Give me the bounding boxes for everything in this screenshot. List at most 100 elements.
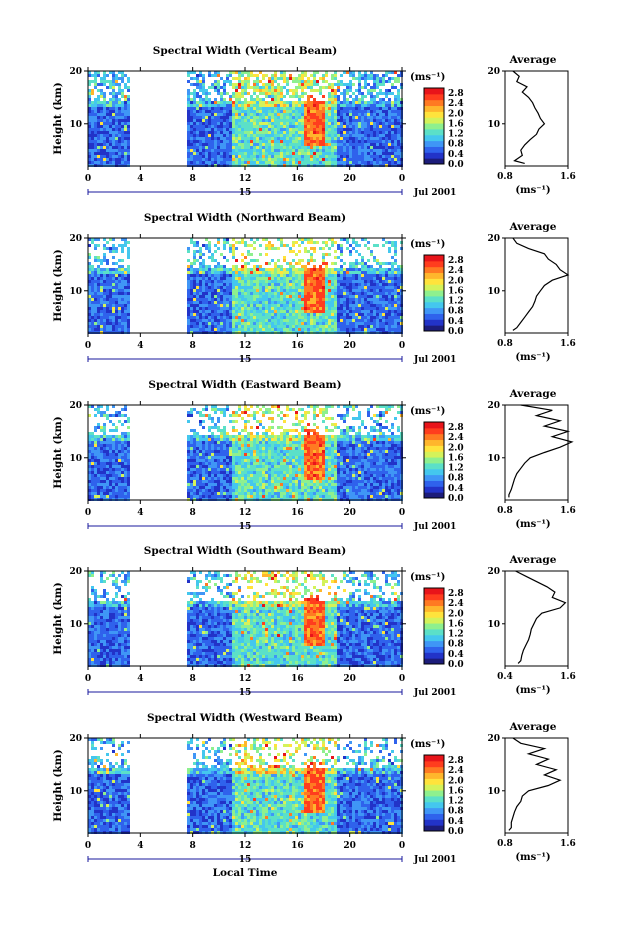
heatmap-cell [202, 265, 205, 268]
heatmap-cell [382, 116, 385, 119]
heatmap-cell [361, 92, 364, 95]
heatmap-cell [94, 468, 97, 471]
heatmap-cell [226, 313, 229, 316]
heatmap-cell [361, 155, 364, 158]
heatmap-cell [352, 140, 355, 143]
heatmap-cell [202, 307, 205, 310]
heatmap-cell [271, 283, 274, 286]
heatmap-cell [97, 483, 100, 486]
x-tick-label: 0 [85, 341, 91, 351]
heatmap-cell [238, 274, 241, 277]
heatmap-cell [280, 110, 283, 113]
heatmap-cell [304, 238, 307, 241]
heatmap-cell [106, 441, 109, 444]
heatmap-cell [385, 146, 388, 149]
heatmap-cell [316, 71, 319, 74]
heatmap-cell [313, 77, 316, 80]
heatmap-cell [352, 119, 355, 122]
heatmap-cell [97, 310, 100, 313]
heatmap-cell [334, 149, 337, 152]
heatmap-cell [127, 247, 130, 250]
colorbar-tick-label: 2.0 [448, 276, 464, 286]
heatmap-cell [340, 238, 343, 241]
heatmap-cell [91, 80, 94, 83]
heatmap-cell [295, 95, 298, 98]
heatmap-cell [220, 298, 223, 301]
heatmap-cell [259, 137, 262, 140]
heatmap-cell [385, 316, 388, 319]
heatmap-cell [328, 116, 331, 119]
heatmap-cell [325, 119, 328, 122]
heatmap-cell [214, 322, 217, 325]
heatmap-cell [190, 319, 193, 322]
heatmap-cell [355, 265, 358, 268]
heatmap-cell [289, 271, 292, 274]
heatmap-cell [250, 259, 253, 262]
heatmap-cell [214, 128, 217, 131]
heatmap-cell [334, 161, 337, 164]
heatmap-cell [262, 134, 265, 137]
heatmap-cell [91, 477, 94, 480]
heatmap-cell [361, 134, 364, 137]
heatmap-cell [373, 161, 376, 164]
heatmap-cell [268, 295, 271, 298]
heatmap-cell [292, 128, 295, 131]
heatmap-cell [301, 149, 304, 152]
heatmap-cell [127, 155, 130, 158]
heatmap-cell [91, 289, 94, 292]
heatmap-cell [262, 313, 265, 316]
heatmap-cell [253, 89, 256, 92]
heatmap-cell [265, 301, 268, 304]
heatmap-cell [220, 101, 223, 104]
heatmap-cell [298, 289, 301, 292]
heatmap-cell [244, 113, 247, 116]
heatmap-cell [229, 310, 232, 313]
heatmap-cell [361, 140, 364, 143]
heatmap-cell [205, 277, 208, 280]
heatmap-cell [331, 83, 334, 86]
heatmap-cell [301, 71, 304, 74]
heatmap-cell [238, 241, 241, 244]
heatmap-cell [328, 274, 331, 277]
heatmap-cell [358, 74, 361, 77]
heatmap-cell [88, 325, 91, 328]
heatmap-cell [229, 158, 232, 161]
heatmap-cell [226, 80, 229, 83]
heatmap-cell [385, 104, 388, 107]
heatmap-cell [229, 295, 232, 298]
heatmap-cell [337, 122, 340, 125]
heatmap-cell [340, 122, 343, 125]
heatmap-cell [256, 289, 259, 292]
heatmap-cell [211, 328, 214, 331]
heatmap-cell [208, 310, 211, 313]
heatmap-cell [223, 244, 226, 247]
heatmap-cell [94, 128, 97, 131]
heatmap-cell [343, 262, 346, 265]
heatmap-cell [97, 435, 100, 438]
heatmap-cell [256, 158, 259, 161]
heatmap-cell [223, 149, 226, 152]
heatmap-cell [97, 143, 100, 146]
heatmap-cell [355, 310, 358, 313]
heatmap-cell [301, 77, 304, 80]
heatmap-cell [352, 298, 355, 301]
heatmap-cell [262, 328, 265, 331]
heatmap-cell [226, 319, 229, 322]
heatmap-cell [397, 74, 400, 77]
heatmap-cell [337, 244, 340, 247]
heatmap-cell [325, 325, 328, 328]
heatmap-cell [388, 137, 391, 140]
heatmap-cell [253, 158, 256, 161]
heatmap-cell [382, 158, 385, 161]
heatmap-cell [187, 140, 190, 143]
heatmap-cell [103, 244, 106, 247]
heatmap-cell [187, 158, 190, 161]
heatmap-cell [286, 277, 289, 280]
colorbar-tick-label: 1.6 [448, 119, 464, 129]
heatmap-cell [322, 307, 325, 310]
heatmap-cell [103, 134, 106, 137]
heatmap-cell [385, 125, 388, 128]
heatmap-cell [325, 244, 328, 247]
heatmap-cell [388, 325, 391, 328]
heatmap-cell [109, 310, 112, 313]
